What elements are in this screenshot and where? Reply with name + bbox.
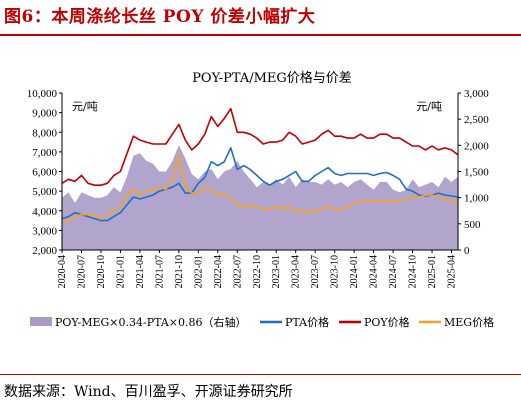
title-divider (0, 34, 521, 36)
x-tick-label: 2021-07 (154, 255, 165, 288)
left-axis-unit: 元/吨 (72, 100, 98, 113)
left-tick-label: 8,000 (32, 127, 57, 139)
legend-spread-label: POY-MEG×0.34-PTA×0.86（右轴） (55, 315, 247, 329)
x-tick-label: 2021-04 (135, 255, 146, 288)
legend-meg-label: MEG价格 (444, 315, 494, 329)
series-line-pta (61, 147, 459, 222)
left-tick-label: 5,000 (32, 186, 57, 198)
x-tick-label: 2025-04 (447, 255, 458, 288)
x-tick-label: 2024-04 (369, 255, 380, 288)
figure-title: 图6：本周涤纶长丝 POY 价差小幅扩大 (4, 7, 316, 27)
left-tick-label: 10,000 (27, 88, 58, 100)
right-tick-label: 500 (464, 219, 481, 231)
left-tick-label: 6,000 (32, 167, 57, 179)
x-tick-label: 2022-10 (252, 255, 263, 288)
right-tick-label: 1,500 (464, 167, 489, 179)
right-tick-label: 3,000 (464, 88, 489, 100)
x-tick-label: 2023-04 (291, 255, 302, 288)
left-tick-label: 4,000 (32, 206, 57, 218)
x-tick-label: 2023-10 (330, 255, 341, 288)
right-tick-label: 1,000 (464, 193, 489, 205)
chart-title: POY-PTA/MEG价格与价差 (192, 70, 352, 86)
x-tick-label: 2023-01 (271, 255, 282, 288)
right-tick-label: 2,000 (464, 140, 489, 152)
x-tick-label: 2024-01 (349, 255, 360, 288)
x-tick-label: 2024-07 (388, 255, 399, 288)
left-tick-label: 3,000 (32, 225, 57, 237)
right-axis-unit: 元/吨 (416, 100, 442, 113)
x-tick-label: 2020-04 (57, 255, 68, 288)
legend-poy-label: POY价格 (364, 315, 410, 329)
x-tick-label: 2022-04 (213, 255, 224, 288)
source-divider (0, 374, 521, 375)
x-tick-label: 2025-01 (427, 255, 438, 288)
series-line-meg (61, 155, 459, 224)
left-tick-label: 2,000 (32, 245, 57, 257)
series-area-spread (62, 145, 458, 250)
left-tick-label: 9,000 (32, 108, 57, 120)
right-tick-label: 0 (464, 245, 470, 257)
x-tick-label: 2023-07 (310, 255, 321, 288)
legend-pta-label: PTA价格 (285, 315, 329, 329)
x-tick-label: 2022-07 (232, 255, 243, 288)
series-line-poy (61, 107, 459, 186)
x-tick-label: 2020-07 (76, 255, 87, 288)
x-tick-label: 2021-01 (115, 255, 126, 288)
x-tick-label: 2021-10 (174, 255, 185, 288)
x-tick-label: 2024-10 (408, 255, 419, 288)
legend-spread-swatch (30, 317, 52, 326)
figure-source: 数据来源：Wind、百川盈孚、开源证券研究所 (4, 384, 293, 400)
chart: POY-PTA/MEG价格与价差 元/吨 元/吨 2,000 3,000 4,000… (27, 70, 494, 329)
x-tick-label: 2020-10 (96, 255, 107, 288)
right-tick-label: 2,500 (464, 114, 489, 126)
x-tick-label: 2022-01 (193, 255, 204, 288)
left-tick-label: 7,000 (32, 147, 57, 159)
